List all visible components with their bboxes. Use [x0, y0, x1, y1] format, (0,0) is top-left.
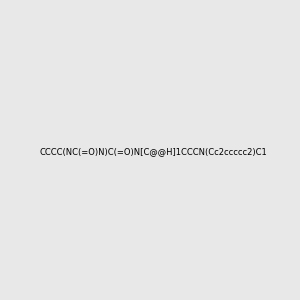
Text: CCCC(NC(=O)N)C(=O)N[C@@H]1CCCN(Cc2ccccc2)C1: CCCC(NC(=O)N)C(=O)N[C@@H]1CCCN(Cc2ccccc2… [40, 147, 268, 156]
